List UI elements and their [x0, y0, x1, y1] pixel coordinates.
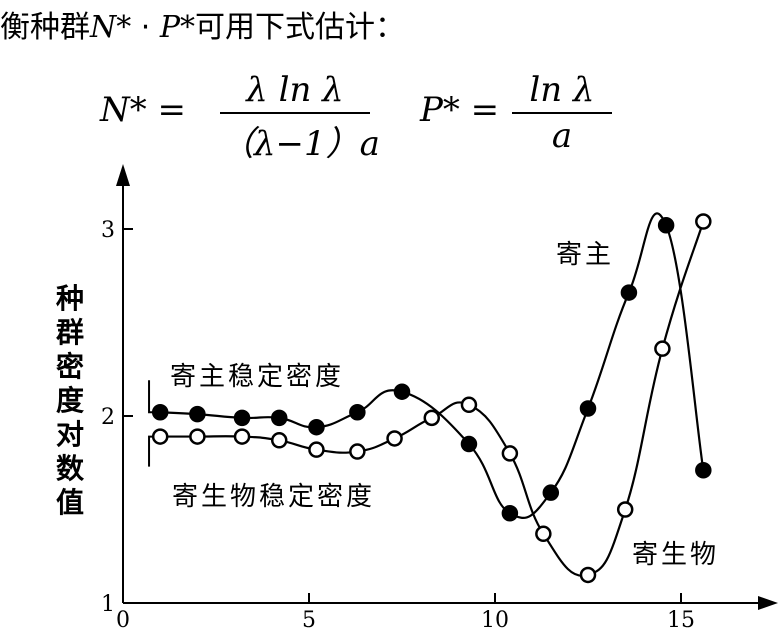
parasite-point-6 [386, 430, 403, 447]
x-tick-label-15: 15 [667, 608, 695, 628]
host-point-9 [542, 484, 560, 501]
intro-n-star: N* [90, 10, 132, 45]
host-series-label: 寄主 [556, 240, 614, 270]
eq2-fraction-bar [512, 112, 612, 114]
host-point-12 [657, 217, 675, 234]
x-tick-label-5: 5 [302, 608, 316, 628]
chart-axes [116, 164, 778, 610]
parasite-series-label: 寄生物 [632, 540, 719, 570]
parasite-point-2 [233, 428, 251, 445]
x-axis-arrow [758, 596, 778, 610]
equation-n-star: N* = λ ln λ （λ−1）a [100, 70, 380, 164]
x-tick-label-10: 10 [481, 608, 509, 628]
host-point-2 [233, 409, 251, 427]
eq1-fraction-bar [220, 112, 370, 114]
host-stable-density-label: 寄主稳定密度 [170, 362, 344, 392]
parasite-point-5 [349, 443, 366, 460]
host-point-5 [349, 404, 366, 421]
y-axis-label: 种群密度对数值 [55, 282, 84, 519]
intro-dot: · [131, 10, 160, 45]
y-tick-label-1: 1 [101, 592, 115, 617]
parasite-point-1 [189, 428, 206, 445]
parasite-point-10 [535, 525, 552, 543]
host-point-3 [270, 409, 288, 427]
eq2-denominator: a [551, 116, 573, 156]
parasite-point-4 [308, 441, 325, 458]
y-axis-arrow [116, 164, 130, 186]
eq1-fraction: λ ln λ （λ−1）a [220, 70, 380, 165]
eq1-numerator: λ ln λ [246, 70, 344, 110]
host-series-line [160, 212, 705, 519]
eq2-fraction: ln λ a [512, 70, 612, 156]
parasite-point-14 [695, 213, 712, 230]
parasite-point-9 [501, 445, 519, 462]
parasite-point-12 [616, 501, 634, 518]
x-tick-label-0: 0 [116, 608, 130, 628]
intro-line: 衡种群N* · P*可用下式估计： [0, 2, 405, 46]
eq1-denominator: （λ−1）a [220, 124, 380, 164]
eq1-lhs: N* = [100, 90, 187, 130]
y-tick-label-3: 3 [101, 218, 115, 243]
host-point-0 [151, 404, 169, 421]
host-point-8 [501, 504, 519, 522]
parasite-series-line [160, 221, 705, 577]
eq2-lhs: P* = [420, 90, 500, 130]
eq2-numerator: ln λ [529, 70, 595, 110]
intro-prefix: 衡种群 [0, 10, 90, 45]
parasite-stable-density-label: 寄生物稳定密度 [172, 482, 375, 512]
intro-suffix: 可用下式估计： [195, 10, 406, 45]
chart-series-lines [148, 212, 705, 577]
host-point-4 [308, 418, 325, 436]
parasite-point-7 [423, 409, 441, 427]
chart-markers [151, 213, 712, 584]
host-point-1 [189, 405, 206, 423]
parasite-point-8 [460, 396, 478, 414]
intro-p-star: P* [159, 10, 196, 45]
host-point-13 [695, 461, 712, 479]
parasite-point-0 [151, 428, 169, 445]
host-point-7 [460, 435, 478, 453]
y-tick-label-2: 2 [101, 405, 115, 430]
parasite-point-13 [654, 340, 671, 357]
equation-p-star: P* = ln λ a [420, 70, 620, 156]
host-point-10 [579, 400, 597, 417]
parasite-point-3 [270, 432, 288, 449]
parasite-point-11 [579, 566, 597, 584]
host-point-11 [620, 284, 638, 301]
host-point-6 [393, 383, 411, 400]
